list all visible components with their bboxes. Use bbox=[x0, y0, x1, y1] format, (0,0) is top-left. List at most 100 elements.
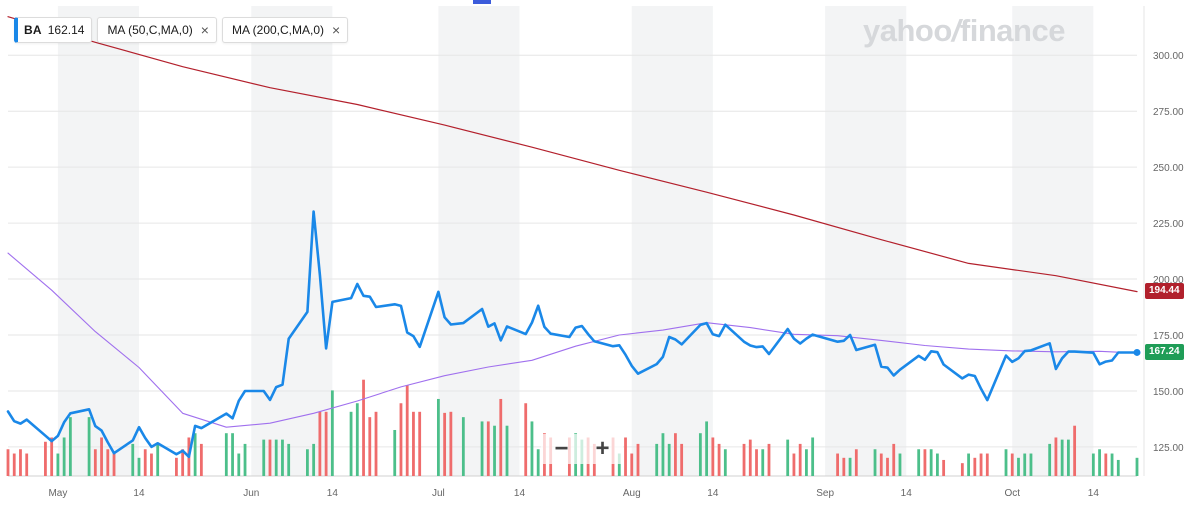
volume-bar bbox=[362, 379, 365, 476]
volume-bar bbox=[68, 417, 72, 476]
volume-bar bbox=[836, 453, 839, 476]
volume-bar bbox=[805, 449, 808, 476]
volume-bar bbox=[243, 443, 247, 476]
volume-bars bbox=[6, 379, 1139, 476]
last-price-dot bbox=[1133, 348, 1141, 356]
volume-bar bbox=[661, 433, 665, 476]
volume-bar bbox=[1054, 437, 1058, 476]
symbol-label: BA bbox=[24, 23, 42, 37]
volume-bar bbox=[536, 449, 540, 476]
volume-bar bbox=[368, 417, 372, 476]
volume-bar bbox=[792, 453, 796, 476]
volume-bar bbox=[674, 433, 677, 476]
volume-bar bbox=[100, 437, 103, 476]
volume-bar bbox=[1023, 453, 1027, 476]
volume-bar bbox=[879, 453, 883, 476]
volume-bar bbox=[711, 437, 715, 476]
volume-bar bbox=[274, 439, 278, 476]
volume-bar bbox=[493, 425, 496, 476]
ma200-value-tag: 194.44 bbox=[1145, 283, 1184, 300]
volume-bar bbox=[892, 443, 896, 476]
volume-bar bbox=[1098, 449, 1101, 476]
volume-bar bbox=[873, 449, 877, 476]
volume-bar bbox=[1073, 425, 1077, 476]
volume-bar bbox=[942, 459, 946, 476]
logo-slash: / bbox=[951, 13, 961, 48]
volume-bar bbox=[748, 439, 752, 476]
background-band bbox=[57, 6, 139, 476]
volume-bar bbox=[486, 421, 490, 476]
volume-bar bbox=[1060, 439, 1064, 476]
zoom-in-button[interactable]: + bbox=[595, 435, 610, 462]
volume-bar bbox=[418, 411, 422, 476]
volume-bar bbox=[705, 421, 709, 476]
volume-bar bbox=[886, 457, 889, 476]
y-tick-label: 300.00 bbox=[1153, 51, 1184, 62]
volume-bar bbox=[25, 453, 29, 476]
symbol-chip[interactable]: BA 162.14 bbox=[14, 17, 93, 43]
y-tick-label: 150.00 bbox=[1153, 387, 1184, 398]
volume-bar bbox=[617, 453, 621, 476]
volume-bar bbox=[480, 421, 484, 476]
ma200-series-line bbox=[7, 16, 1138, 293]
range-marker[interactable] bbox=[473, 0, 491, 4]
volume-bar bbox=[761, 449, 765, 476]
volume-bar bbox=[624, 437, 627, 476]
volume-bar bbox=[399, 403, 403, 476]
ma50-chip[interactable]: MA (50,C,MA,0) × bbox=[97, 17, 217, 43]
y-tick-label: 200.00 bbox=[1153, 275, 1184, 286]
x-tick-label: Sep bbox=[816, 488, 834, 499]
volume-bar bbox=[287, 443, 291, 476]
volume-bar bbox=[44, 441, 47, 476]
x-tick-label: Jul bbox=[432, 488, 445, 499]
volume-bar bbox=[1048, 443, 1052, 476]
volume-bar bbox=[530, 421, 534, 476]
volume-bar bbox=[231, 433, 234, 476]
volume-bar bbox=[112, 453, 116, 476]
volume-bar bbox=[374, 411, 378, 476]
volume-bar bbox=[929, 449, 933, 476]
volume-bar bbox=[680, 443, 684, 476]
volume-bar bbox=[50, 437, 54, 476]
volume-bar bbox=[717, 443, 721, 476]
volume-bar bbox=[355, 403, 359, 476]
x-tick-label: 14 bbox=[1088, 488, 1100, 499]
volume-bar bbox=[1104, 453, 1108, 476]
close-icon[interactable]: × bbox=[332, 22, 341, 38]
volume-bar bbox=[405, 385, 409, 476]
volume-bar bbox=[1066, 439, 1070, 476]
volume-bar bbox=[979, 453, 983, 476]
volume-bar bbox=[143, 449, 147, 476]
background-band bbox=[631, 6, 713, 476]
close-icon[interactable]: × bbox=[200, 22, 209, 38]
volume-bar bbox=[1010, 453, 1014, 476]
volume-bar bbox=[798, 443, 802, 476]
zoom-out-button[interactable]: − bbox=[554, 435, 569, 462]
volume-bar bbox=[318, 411, 322, 476]
price-series-line bbox=[6, 210, 1139, 459]
volume-bar bbox=[449, 411, 453, 476]
y-tick-label: 225.00 bbox=[1153, 219, 1184, 230]
volume-bar bbox=[281, 439, 284, 476]
volume-bar bbox=[349, 411, 353, 476]
volume-bar bbox=[898, 453, 902, 476]
ma200-chip[interactable]: MA (200,C,MA,0) × bbox=[221, 17, 349, 43]
volume-bar bbox=[985, 453, 989, 476]
volume-bar bbox=[786, 439, 790, 476]
volume-bar bbox=[698, 433, 702, 476]
volume-bar bbox=[224, 433, 228, 476]
volume-bar bbox=[1029, 453, 1033, 476]
symbol-price: 162.14 bbox=[47, 23, 85, 37]
ma50-label: MA (50,C,MA,0) bbox=[107, 23, 193, 37]
volume-bar bbox=[262, 439, 266, 476]
background-bands bbox=[57, 6, 1094, 476]
y-tick-label: 125.00 bbox=[1153, 443, 1184, 454]
volume-bar bbox=[655, 443, 659, 476]
volume-bar bbox=[667, 443, 671, 476]
ma50-series-line bbox=[7, 252, 1138, 428]
volume-bar bbox=[62, 437, 66, 476]
volume-bar bbox=[1116, 459, 1120, 476]
volume-bar bbox=[935, 453, 939, 476]
logo-finance: finance bbox=[959, 13, 1066, 48]
